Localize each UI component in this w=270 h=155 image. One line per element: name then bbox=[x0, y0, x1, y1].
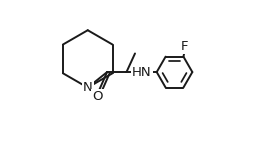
Text: O: O bbox=[93, 90, 103, 103]
Text: N: N bbox=[83, 81, 93, 94]
Text: F: F bbox=[181, 40, 189, 53]
Text: HN: HN bbox=[132, 66, 152, 79]
